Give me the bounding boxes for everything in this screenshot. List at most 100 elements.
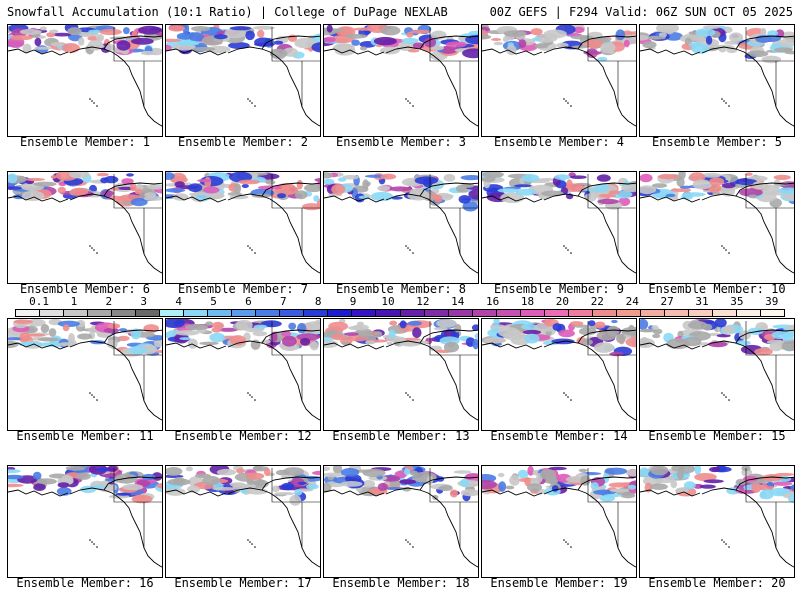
coastline bbox=[8, 182, 162, 274]
snowfall-map bbox=[166, 466, 320, 568]
political-borders bbox=[113, 27, 162, 107]
island-dot bbox=[409, 249, 411, 251]
colorbar-tick-label: 3 bbox=[140, 295, 148, 308]
coastline bbox=[640, 329, 794, 421]
political-borders bbox=[271, 27, 320, 107]
island-dot bbox=[91, 541, 93, 543]
snowfall-map bbox=[8, 466, 162, 568]
colorbar-tick-label: 8 bbox=[314, 295, 322, 308]
coastline bbox=[324, 35, 478, 127]
island-dot bbox=[725, 102, 727, 104]
island-dot bbox=[405, 539, 407, 541]
ensemble-map-panel bbox=[7, 24, 163, 137]
ensemble-map-panel bbox=[323, 24, 479, 137]
colorbar-tick-label: 20 bbox=[555, 295, 570, 308]
snowfall-map bbox=[482, 466, 636, 568]
political-borders bbox=[113, 174, 162, 254]
colorbar-tick-label: 16 bbox=[486, 295, 500, 308]
colorbar-segment bbox=[592, 310, 617, 316]
colorbar-segment bbox=[160, 310, 185, 316]
colorbar-segment bbox=[712, 310, 737, 316]
ensemble-member-label: Ensemble Member: 20 bbox=[648, 576, 786, 590]
colorbar-segment bbox=[544, 310, 569, 316]
ensemble-map-panel bbox=[481, 24, 637, 137]
colorbar-segment bbox=[88, 310, 113, 316]
island-dot bbox=[412, 546, 414, 548]
island-dot bbox=[563, 98, 565, 100]
island-dot bbox=[96, 546, 98, 548]
snowfall-map bbox=[8, 25, 162, 127]
snowfall-band bbox=[8, 25, 162, 56]
snowfall-map bbox=[166, 172, 320, 274]
coastline bbox=[640, 35, 794, 127]
island-dot bbox=[412, 399, 414, 401]
snowfall-band bbox=[482, 25, 636, 62]
ensemble-map-panel bbox=[323, 465, 479, 578]
snowfall-band bbox=[482, 172, 636, 210]
snowfall-colorbar bbox=[15, 309, 785, 317]
island-dot bbox=[93, 102, 95, 104]
political-borders bbox=[429, 27, 478, 107]
ensemble-map-panel bbox=[323, 318, 479, 431]
colorbar-tick-label: 24 bbox=[625, 295, 639, 308]
ensemble-map-panel bbox=[7, 318, 163, 431]
ensemble-map-panel bbox=[7, 465, 163, 578]
political-borders bbox=[745, 468, 794, 548]
island-dot bbox=[249, 394, 251, 396]
island-dot bbox=[96, 252, 98, 254]
political-borders bbox=[271, 321, 320, 401]
ensemble-map-panel bbox=[165, 465, 321, 578]
island-dot bbox=[96, 399, 98, 401]
ensemble-map-panel bbox=[323, 171, 479, 284]
colorbar-tick-label: 6 bbox=[245, 295, 252, 308]
coastline bbox=[166, 476, 320, 568]
colorbar-segment bbox=[256, 310, 281, 316]
political-borders bbox=[745, 27, 794, 107]
political-borders bbox=[587, 27, 636, 107]
colorbar-segment bbox=[472, 310, 497, 316]
island-dot bbox=[91, 247, 93, 249]
snowfall-band bbox=[8, 172, 162, 207]
coastline bbox=[640, 476, 794, 568]
snowfall-band bbox=[324, 25, 478, 61]
snowfall-band bbox=[166, 172, 320, 211]
ensemble-member-label: Ensemble Member: 14 bbox=[490, 429, 628, 443]
political-borders bbox=[429, 321, 478, 401]
ensemble-map-panel bbox=[481, 171, 637, 284]
island-dot bbox=[407, 394, 409, 396]
colorbar-tick-label: 7 bbox=[279, 295, 287, 308]
ensemble-member-label: Ensemble Member: 16 bbox=[16, 576, 154, 590]
ensemble-member-label: Ensemble Member: 6 bbox=[19, 282, 151, 296]
island-dot bbox=[721, 392, 723, 394]
island-dot bbox=[565, 394, 567, 396]
island-dot bbox=[723, 394, 725, 396]
island-dot bbox=[405, 98, 407, 100]
colorbar-segment bbox=[760, 310, 784, 316]
snowfall-band bbox=[324, 466, 478, 502]
colorbar-segment bbox=[232, 310, 257, 316]
island-dot bbox=[254, 105, 256, 107]
colorbar-tick-label: 1 bbox=[70, 295, 78, 308]
coastline bbox=[166, 35, 320, 127]
snowfall-map bbox=[482, 172, 636, 274]
ensemble-map-panel bbox=[165, 24, 321, 137]
colorbar-tick-label: 27 bbox=[660, 295, 674, 308]
island-dot bbox=[721, 245, 723, 247]
run-valid-time: 00Z GEFS | F294 Valid: 06Z SUN OCT 05 20… bbox=[489, 5, 793, 19]
island-dot bbox=[409, 543, 411, 545]
colorbar-segment bbox=[208, 310, 233, 316]
ensemble-member-label: Ensemble Member: 3 bbox=[335, 135, 467, 149]
island-dot bbox=[89, 392, 91, 394]
island-dot bbox=[251, 102, 253, 104]
island-dot bbox=[723, 100, 725, 102]
colorbar-segment bbox=[664, 310, 689, 316]
colorbar-segment bbox=[424, 310, 449, 316]
island-dot bbox=[721, 539, 723, 541]
ensemble-member-label: Ensemble Member: 18 bbox=[332, 576, 470, 590]
island-dot bbox=[570, 399, 572, 401]
snowfall-band bbox=[166, 319, 320, 351]
coastline bbox=[482, 35, 636, 127]
island-dot bbox=[93, 396, 95, 398]
island-dot bbox=[247, 392, 249, 394]
colorbar-segment bbox=[352, 310, 377, 316]
